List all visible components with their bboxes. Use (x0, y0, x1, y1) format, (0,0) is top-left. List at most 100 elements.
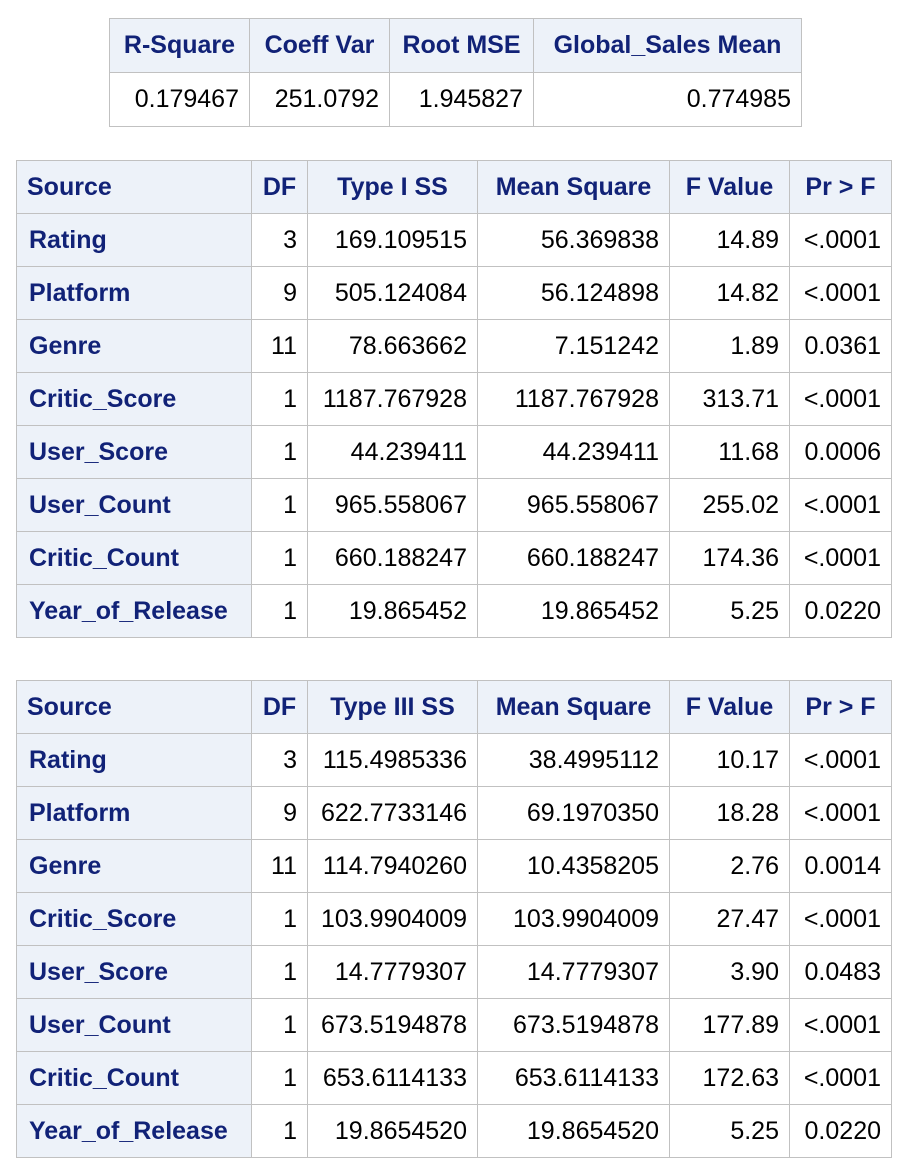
ss-value: 14.7779307 (307, 945, 478, 999)
p-value: <.0001 (789, 531, 892, 585)
p-value: 0.0220 (789, 584, 892, 638)
f-value: 11.68 (669, 425, 790, 479)
ss-value: 505.124084 (307, 266, 478, 320)
source-label: Year_of_Release (16, 1104, 252, 1158)
p-value: 0.0361 (789, 319, 892, 373)
table-row: User_Score 1 44.239411 44.239411 11.68 0.0006 (16, 425, 892, 479)
header-row: Source DF Type I SS Mean Square F Value Pr > … (16, 160, 892, 214)
f-value: 5.25 (669, 1104, 790, 1158)
table-row: Genre 11 78.663662 7.151242 1.89 0.0361 (16, 319, 892, 373)
table-row: Critic_Count 1 660.188247 660.188247 174.36 <… (16, 531, 892, 585)
df-value: 1 (251, 584, 308, 638)
f-value: 174.36 (669, 531, 790, 585)
p-value: <.0001 (789, 1051, 892, 1105)
df-value: 1 (251, 1051, 308, 1105)
f-value: 1.89 (669, 319, 790, 373)
df-value: 3 (251, 213, 308, 267)
mean-square-value: 44.239411 (477, 425, 670, 479)
source-label: Platform (16, 786, 252, 840)
p-value-header: Pr > F (789, 680, 892, 734)
table-row: Critic_Score 1 1187.767928 1187.767928 313.7… (16, 372, 892, 426)
df-value: 1 (251, 892, 308, 946)
f-value: 27.47 (669, 892, 790, 946)
mean-square-value: 660.188247 (477, 531, 670, 585)
table-row: Rating 3 169.109515 56.369838 14.89 <.0001 (16, 213, 892, 267)
root-mse-value: 1.945827 (389, 72, 534, 127)
f-value: 3.90 (669, 945, 790, 999)
ss-value: 114.7940260 (307, 839, 478, 893)
p-value: <.0001 (789, 478, 892, 532)
df-header: DF (251, 680, 308, 734)
table-row: Year_of_Release 1 19.865452 19.865452 5.25 0.… (16, 584, 892, 638)
source-label: Rating (16, 733, 252, 787)
ss-value: 622.7733146 (307, 786, 478, 840)
f-value: 10.17 (669, 733, 790, 787)
ss-value: 1187.767928 (307, 372, 478, 426)
source-header: Source (16, 680, 252, 734)
f-value: 172.63 (669, 1051, 790, 1105)
p-value: <.0001 (789, 733, 892, 787)
source-label: Critic_Count (16, 531, 252, 585)
ss-value: 169.109515 (307, 213, 478, 267)
df-value: 3 (251, 733, 308, 787)
mean-square-value: 38.4995112 (477, 733, 670, 787)
source-label: Genre (16, 319, 252, 373)
p-value: <.0001 (789, 998, 892, 1052)
mean-square-value: 103.9904009 (477, 892, 670, 946)
ss-value: 965.558067 (307, 478, 478, 532)
table-row: Platform 9 622.7733146 69.1970350 18.28 <.000… (16, 786, 892, 840)
coeff-var-value: 251.0792 (249, 72, 390, 127)
df-value: 1 (251, 998, 308, 1052)
f-value: 5.25 (669, 584, 790, 638)
ss-value: 653.6114133 (307, 1051, 478, 1105)
f-value: 2.76 (669, 839, 790, 893)
df-value: 1 (251, 945, 308, 999)
df-value: 9 (251, 786, 308, 840)
r-square-header: R-Square (109, 18, 250, 73)
ss-value: 103.9904009 (307, 892, 478, 946)
ss-value: 78.663662 (307, 319, 478, 373)
source-label: Rating (16, 213, 252, 267)
source-label: Genre (16, 839, 252, 893)
mean-square-value: 1187.767928 (477, 372, 670, 426)
p-value: <.0001 (789, 892, 892, 946)
mean-square-value: 673.5194878 (477, 998, 670, 1052)
source-label: User_Count (16, 478, 252, 532)
table-row: User_Count 1 673.5194878 673.5194878 177.89 <… (16, 998, 892, 1052)
source-header: Source (16, 160, 252, 214)
p-value: <.0001 (789, 372, 892, 426)
table-row: Platform 9 505.124084 56.124898 14.82 <.0001 (16, 266, 892, 320)
mean-square-header: Mean Square (477, 680, 670, 734)
f-value-header: F Value (669, 160, 790, 214)
mean-square-value: 10.4358205 (477, 839, 670, 893)
f-value: 255.02 (669, 478, 790, 532)
source-label: Critic_Score (16, 372, 252, 426)
type-iii-ss-table: Source DF Type III SS Mean Square F Value Pr … (16, 680, 892, 1158)
p-value: <.0001 (789, 786, 892, 840)
mean-square-value: 56.369838 (477, 213, 670, 267)
fit-statistics-header-row: R-Square Coeff Var Root MSE Global_Sales… (109, 18, 802, 73)
df-value: 1 (251, 531, 308, 585)
table-row: Rating 3 115.4985336 38.4995112 10.17 <.0001 (16, 733, 892, 787)
r-square-value: 0.179467 (109, 72, 250, 127)
p-value: 0.0483 (789, 945, 892, 999)
df-header: DF (251, 160, 308, 214)
table-row: User_Score 1 14.7779307 14.7779307 3.90 0.048… (16, 945, 892, 999)
ss-header: Type I SS (307, 160, 478, 214)
header-row: Source DF Type III SS Mean Square F Value Pr … (16, 680, 892, 734)
f-value: 14.89 (669, 213, 790, 267)
source-label: Platform (16, 266, 252, 320)
f-value-header: F Value (669, 680, 790, 734)
df-value: 1 (251, 372, 308, 426)
type-i-ss-table: Source DF Type I SS Mean Square F Value Pr > … (16, 160, 892, 638)
f-value: 14.82 (669, 266, 790, 320)
mean-square-value: 19.865452 (477, 584, 670, 638)
dependent-mean-value: 0.774985 (533, 72, 802, 127)
p-value: 0.0220 (789, 1104, 892, 1158)
p-value-header: Pr > F (789, 160, 892, 214)
mean-square-value: 7.151242 (477, 319, 670, 373)
df-value: 11 (251, 319, 308, 373)
source-label: Year_of_Release (16, 584, 252, 638)
ss-value: 19.865452 (307, 584, 478, 638)
mean-square-value: 14.7779307 (477, 945, 670, 999)
